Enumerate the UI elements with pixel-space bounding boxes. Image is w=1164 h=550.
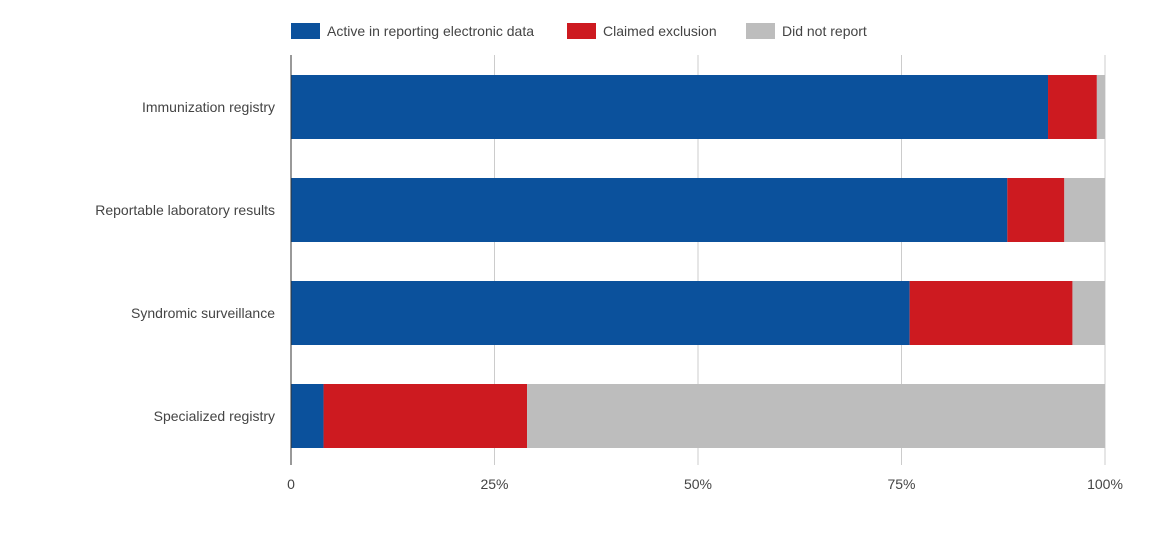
x-tick-label: 50% — [684, 476, 712, 492]
bar-segment — [291, 281, 910, 345]
category-label: Syndromic surveillance — [131, 305, 275, 321]
x-tick-label: 0 — [287, 476, 295, 492]
category-label: Immunization registry — [142, 99, 275, 115]
legend-swatch — [567, 23, 596, 39]
bar-segment — [291, 384, 324, 448]
bar-segment — [291, 75, 1049, 139]
category-labels: Immunization registry Reportable laborato… — [95, 99, 275, 424]
bar-segment — [323, 384, 528, 448]
legend: Active in reporting electronic data Claim… — [291, 23, 867, 39]
category-label: Reportable laboratory results — [95, 202, 275, 218]
legend-swatch — [746, 23, 775, 39]
legend-label: Active in reporting electronic data — [327, 23, 534, 39]
bar-segment — [1072, 281, 1105, 345]
category-label: Specialized registry — [154, 408, 275, 424]
bar-segment — [909, 281, 1073, 345]
bar-segment — [1064, 178, 1105, 242]
bar-segment — [1007, 178, 1065, 242]
bar-segment — [291, 178, 1008, 242]
bar-segment — [527, 384, 1105, 448]
legend-label: Did not report — [782, 23, 867, 39]
x-tick-label: 75% — [887, 476, 915, 492]
bar-segment — [1096, 75, 1105, 139]
legend-label: Claimed exclusion — [603, 23, 717, 39]
legend-swatch — [291, 23, 320, 39]
x-tick-label: 100% — [1087, 476, 1123, 492]
x-tick-label: 25% — [480, 476, 508, 492]
bar-segment — [1048, 75, 1097, 139]
bars — [291, 75, 1105, 448]
x-tick-labels: 0 25% 50% 75% 100% — [287, 476, 1123, 492]
